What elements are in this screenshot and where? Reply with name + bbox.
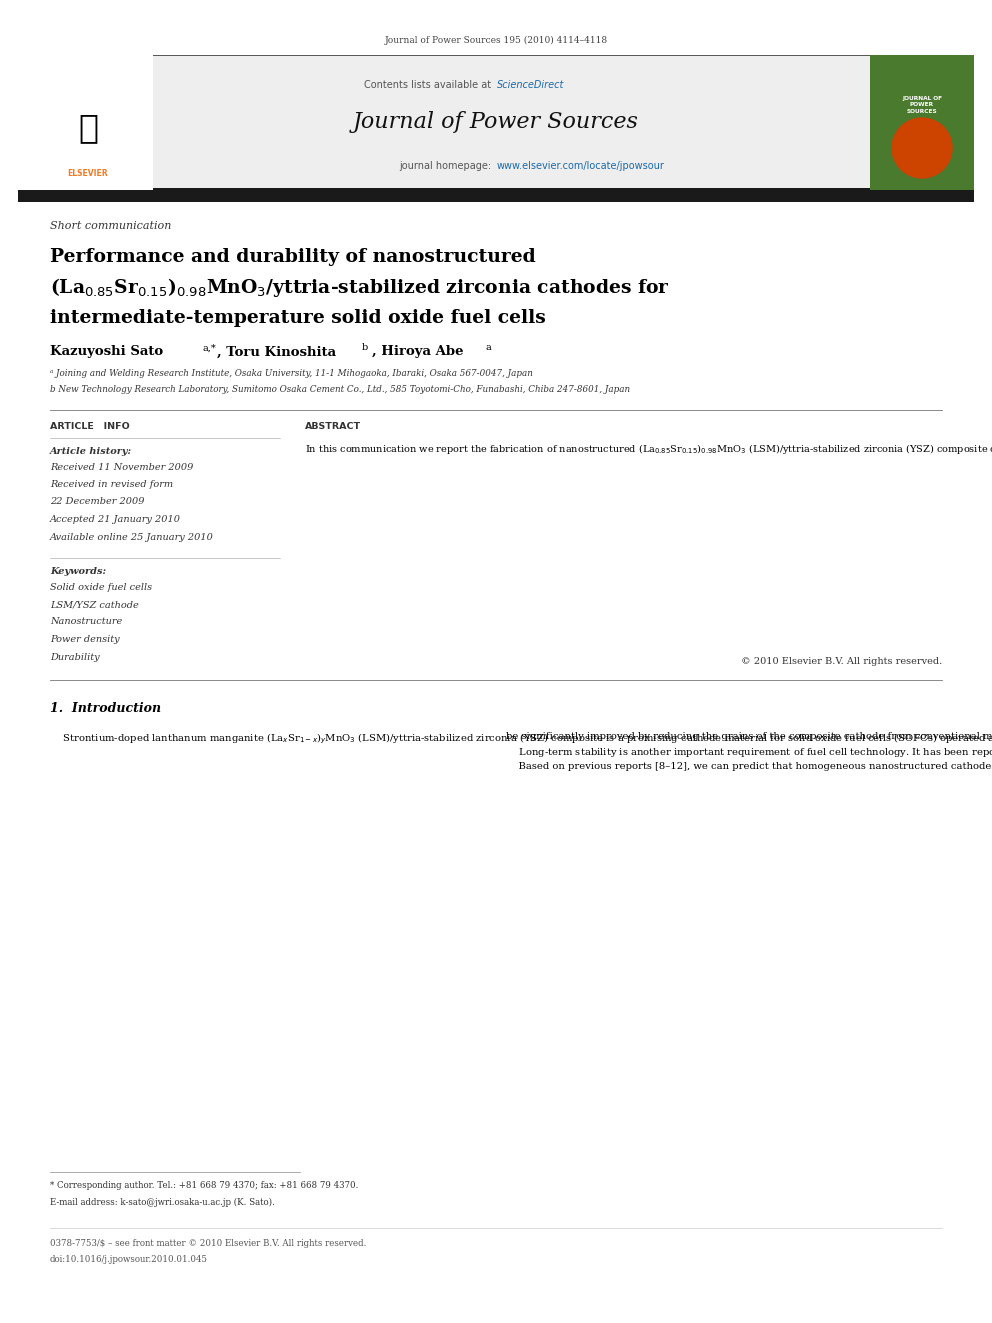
Text: Journal of Power Sources: Journal of Power Sources xyxy=(353,111,639,134)
Text: Article history:: Article history: xyxy=(50,447,132,456)
Circle shape xyxy=(892,118,952,179)
Text: 22 December 2009: 22 December 2009 xyxy=(50,497,145,507)
Text: , Hiroya Abe: , Hiroya Abe xyxy=(372,345,463,359)
Text: 0378-7753/$ – see front matter © 2010 Elsevier B.V. All rights reserved.: 0378-7753/$ – see front matter © 2010 El… xyxy=(50,1240,366,1249)
Text: LSM/YSZ cathode: LSM/YSZ cathode xyxy=(50,601,139,609)
Text: JOURNAL OF
POWER
SOURCES: JOURNAL OF POWER SOURCES xyxy=(902,97,942,114)
Text: be significantly improved by reducing the grains of the composite cathode from c: be significantly improved by reducing th… xyxy=(506,732,992,771)
Text: * Corresponding author. Tel.: +81 668 79 4370; fax: +81 668 79 4370.: * Corresponding author. Tel.: +81 668 79… xyxy=(50,1181,358,1191)
Text: journal homepage:: journal homepage: xyxy=(399,161,494,171)
Bar xyxy=(18,56,974,191)
Text: E-mail address: k-sato@jwri.osaka-u.ac.jp (K. Sato).: E-mail address: k-sato@jwri.osaka-u.ac.j… xyxy=(50,1197,275,1207)
Bar xyxy=(870,56,974,191)
Text: , Toru Kinoshita: , Toru Kinoshita xyxy=(217,345,336,359)
Bar xyxy=(18,188,974,202)
Text: www.elsevier.com/locate/jpowsour: www.elsevier.com/locate/jpowsour xyxy=(497,161,665,171)
Text: Accepted 21 January 2010: Accepted 21 January 2010 xyxy=(50,515,181,524)
Text: In this communication we report the fabrication of nanostructured (La$_{0.85}$Sr: In this communication we report the fabr… xyxy=(305,442,992,456)
Bar xyxy=(18,56,153,191)
Text: a,*: a,* xyxy=(202,344,215,352)
Text: ELSEVIER: ELSEVIER xyxy=(67,169,108,179)
Text: (La$_{0.85}$Sr$_{0.15}$)$_{0.98}$MnO$_3$/yttria-stabilized zirconia cathodes for: (La$_{0.85}$Sr$_{0.15}$)$_{0.98}$MnO$_3$… xyxy=(50,277,670,299)
Text: Keywords:: Keywords: xyxy=(50,568,106,577)
Text: © 2010 Elsevier B.V. All rights reserved.: © 2010 Elsevier B.V. All rights reserved… xyxy=(741,658,942,667)
Text: ARTICLE   INFO: ARTICLE INFO xyxy=(50,422,130,431)
Text: 1.  Introduction: 1. Introduction xyxy=(50,701,161,714)
Text: ᵃ Joining and Welding Research Institute, Osaka University, 11-1 Mihogaoka, Ibar: ᵃ Joining and Welding Research Institute… xyxy=(50,369,533,378)
Text: doi:10.1016/j.jpowsour.2010.01.045: doi:10.1016/j.jpowsour.2010.01.045 xyxy=(50,1256,208,1265)
Text: Strontium-doped lanthanum manganite (La$_x$Sr$_{1-x}$)$_y$MnO$_3$ (LSM)/yttria-s: Strontium-doped lanthanum manganite (La$… xyxy=(50,732,992,746)
Text: Kazuyoshi Sato: Kazuyoshi Sato xyxy=(50,345,163,359)
Text: Solid oxide fuel cells: Solid oxide fuel cells xyxy=(50,582,152,591)
Text: Power density: Power density xyxy=(50,635,120,644)
Text: Received 11 November 2009: Received 11 November 2009 xyxy=(50,463,193,471)
Text: intermediate-temperature solid oxide fuel cells: intermediate-temperature solid oxide fue… xyxy=(50,310,546,327)
Text: Journal of Power Sources 195 (2010) 4114–4118: Journal of Power Sources 195 (2010) 4114… xyxy=(385,36,607,45)
Text: Durability: Durability xyxy=(50,652,99,662)
Text: b New Technology Research Laboratory, Sumitomo Osaka Cement Co., Ltd., 585 Toyot: b New Technology Research Laboratory, Su… xyxy=(50,385,630,394)
Text: Performance and durability of nanostructured: Performance and durability of nanostruct… xyxy=(50,247,536,266)
Text: ABSTRACT: ABSTRACT xyxy=(305,422,361,431)
Text: Received in revised form: Received in revised form xyxy=(50,480,174,490)
Text: Short communication: Short communication xyxy=(50,221,172,232)
Text: Available online 25 January 2010: Available online 25 January 2010 xyxy=(50,532,214,541)
Text: b: b xyxy=(362,344,368,352)
Text: Nanostructure: Nanostructure xyxy=(50,618,122,627)
Text: 🌳: 🌳 xyxy=(78,111,98,144)
Text: a: a xyxy=(485,344,491,352)
Text: Contents lists available at: Contents lists available at xyxy=(364,79,494,90)
Text: ScienceDirect: ScienceDirect xyxy=(497,79,564,90)
